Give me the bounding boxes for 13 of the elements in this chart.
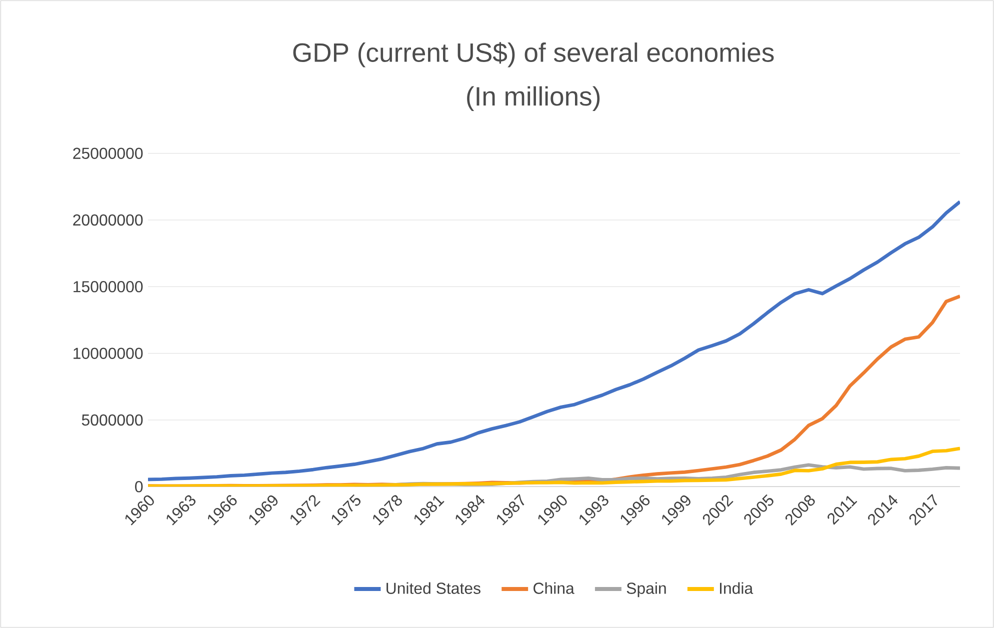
legend-label: India <box>720 582 754 594</box>
y-tick-label: 5000000 <box>82 414 143 426</box>
line-series <box>148 200 960 482</box>
y-tick-label: 10000000 <box>74 348 143 359</box>
legend-label: China <box>534 582 574 594</box>
chart-subtitle: (In millions) <box>467 86 600 112</box>
legend-label: Spain <box>626 582 666 598</box>
chart-title: GDP (current US$) of several economies <box>293 42 774 68</box>
y-tick-label: 15000000 <box>74 281 143 292</box>
legend-label: United States <box>386 582 480 594</box>
y-tick-label: 0 <box>135 481 143 492</box>
y-tick-label: 20000000 <box>73 214 143 226</box>
y-tick-label: 25000000 <box>73 148 143 159</box>
